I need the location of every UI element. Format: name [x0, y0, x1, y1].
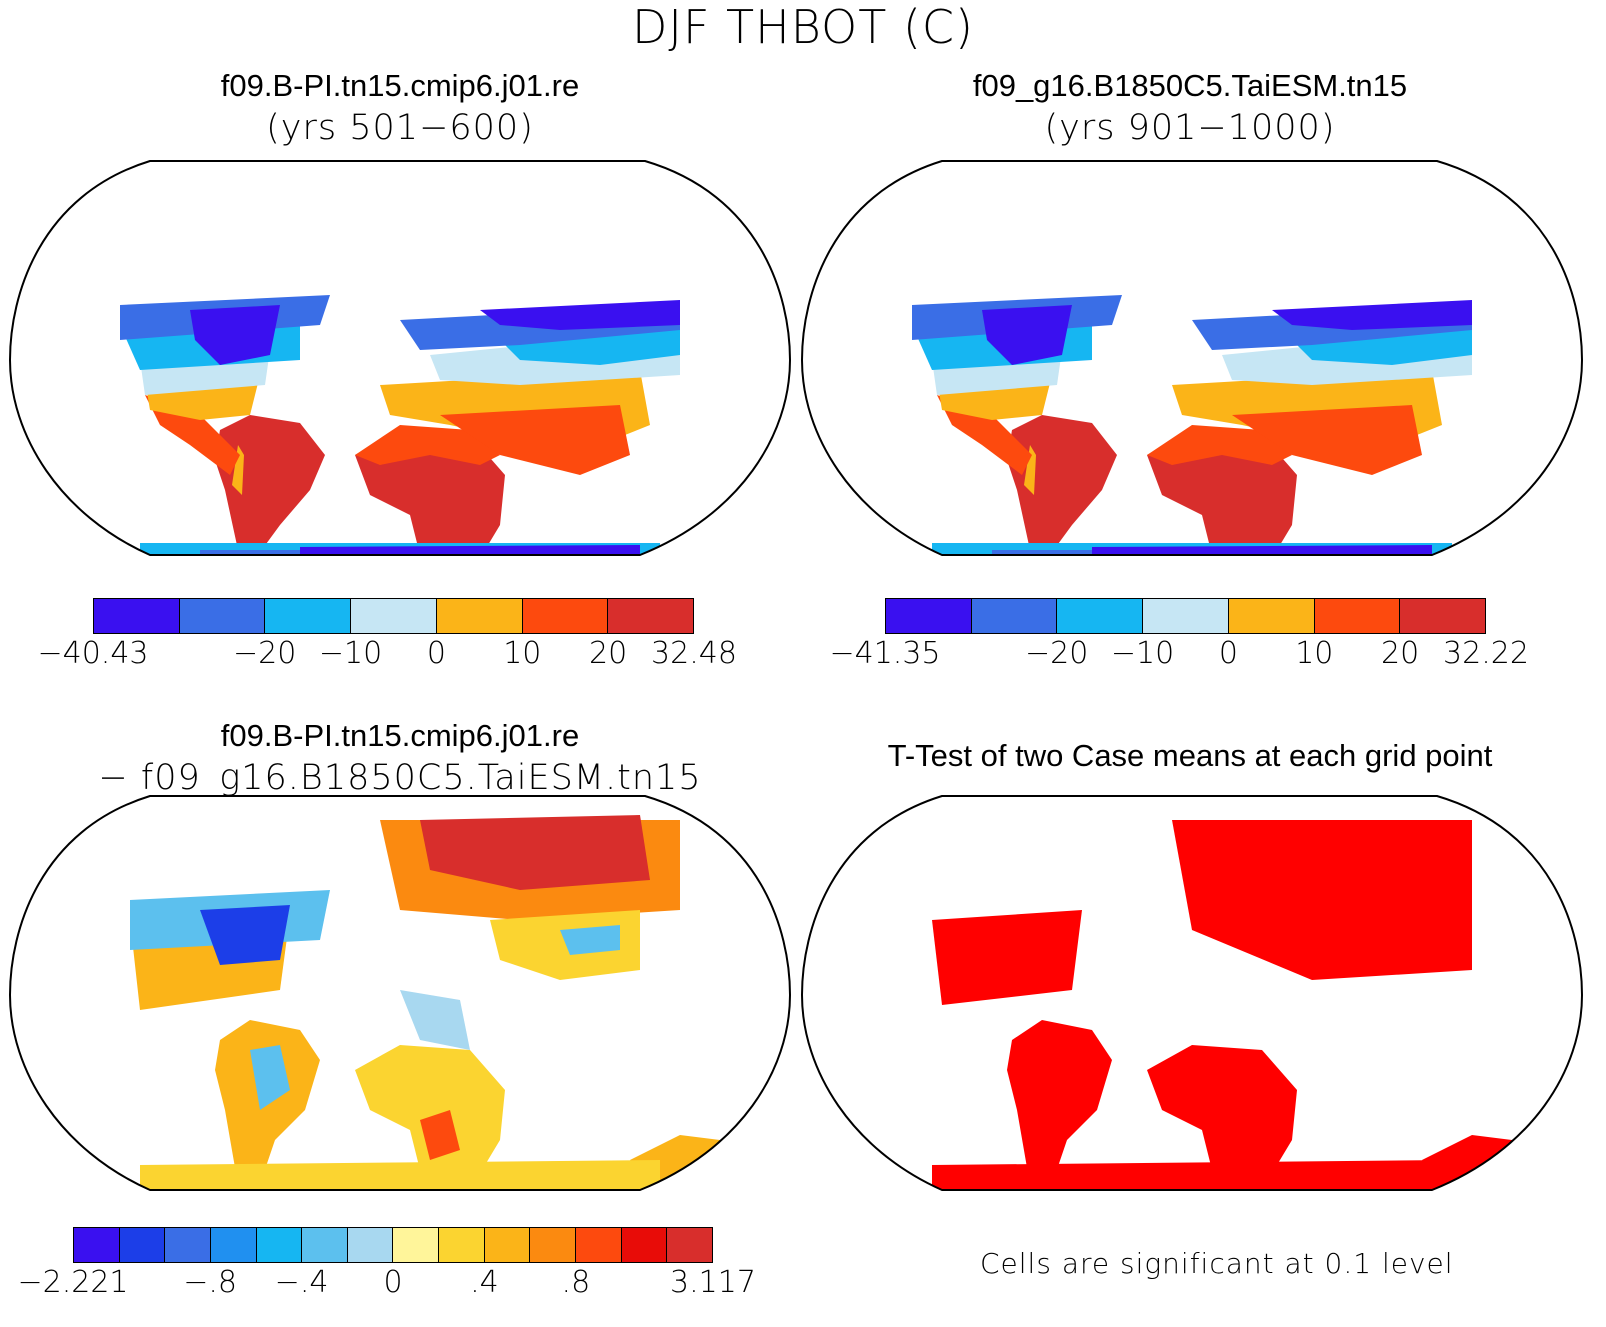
colorbar-tick-label: 0: [383, 1265, 403, 1300]
colorbar-tick-label: .4: [470, 1265, 499, 1300]
panel-3-colorbar: [73, 1227, 713, 1263]
colorbar-tick-label: −41.35: [829, 636, 941, 671]
map-1-svg: [8, 160, 792, 556]
colorbar-tick-label: 0: [426, 636, 446, 671]
panel-1-colorbar: [93, 598, 694, 634]
colorbar-swatch: [1057, 599, 1144, 633]
colorbar-swatch: [179, 599, 266, 633]
colorbar-swatch: [522, 599, 609, 633]
colorbar-swatch: [484, 1228, 531, 1262]
panel-2-title: f09_g16.B1850C5.TaiESM.tn15: [972, 68, 1408, 103]
map-4-frame: [800, 795, 1584, 1191]
map-2-frame: [800, 160, 1584, 556]
map-3-svg: [8, 795, 792, 1191]
map-3-frame: [8, 795, 792, 1191]
colorbar-tick-label: −10: [1110, 636, 1175, 671]
colorbar-tick-label: −10: [318, 636, 383, 671]
colorbar-swatch: [74, 1228, 120, 1262]
colorbar-swatch: [94, 599, 180, 633]
map-4-field: [932, 820, 1522, 1190]
colorbar-tick-label: .8: [561, 1265, 591, 1300]
map-1-field: [120, 295, 730, 555]
colorbar-swatch: [1228, 599, 1315, 633]
panel-4-title: T-Test of two Case means at each grid po…: [887, 738, 1493, 773]
colorbar-tick-label: −.8: [183, 1265, 238, 1300]
colorbar-swatch: [347, 1228, 394, 1262]
colorbar-swatch: [1143, 599, 1229, 633]
panel-4-map: [792, 790, 1592, 1205]
colorbar-swatch: [119, 1228, 166, 1262]
colorbar-tick-label: −20: [233, 636, 297, 671]
colorbar-swatch: [439, 1228, 485, 1262]
panel-3-subtitle: − f09_g16.B1850C5.TaiESM.tn15: [98, 758, 702, 798]
map-3-field: [130, 815, 730, 1190]
map-4-svg: [800, 795, 1584, 1191]
colorbar-tick-label: 10: [1295, 636, 1334, 671]
colorbar-swatch: [886, 599, 972, 633]
colorbar-tick-label: −20: [1025, 636, 1089, 671]
colorbar-swatch: [265, 599, 352, 633]
panel-2-map: [792, 155, 1592, 570]
figure-title: DJF THBOT (C): [631, 0, 974, 54]
colorbar-swatch: [576, 1228, 622, 1262]
colorbar-swatch: [302, 1228, 348, 1262]
colorbar-tick-label: 3.117: [670, 1265, 756, 1300]
colorbar-swatch: [210, 1228, 257, 1262]
colorbar-swatch: [165, 1228, 211, 1262]
colorbar-tick-label: 20: [1381, 636, 1420, 671]
map-1-frame: [8, 160, 792, 556]
colorbar-tick-label: 32.48: [651, 636, 737, 671]
panel-1-title: f09.B-PI.tn15.cmip6.j01.re: [220, 68, 580, 103]
colorbar-swatch: [393, 1228, 440, 1262]
panel-3-map: [0, 790, 800, 1205]
panel-1-map: [0, 155, 800, 570]
colorbar-swatch: [608, 599, 694, 633]
colorbar-swatch: [621, 1228, 668, 1262]
map-2-field: [912, 295, 1522, 555]
colorbar-swatch: [256, 1228, 303, 1262]
panel-3-title: f09.B-PI.tn15.cmip6.j01.re: [220, 718, 580, 753]
colorbar-tick-label: −.4: [274, 1265, 329, 1300]
panel-2-subtitle: (yrs 901−1000): [1044, 108, 1336, 148]
colorbar-swatch: [667, 1228, 712, 1262]
colorbar-tick-label: −40.43: [37, 636, 149, 671]
map-2-svg: [800, 160, 1584, 556]
colorbar-swatch: [436, 599, 523, 633]
significance-note: Cells are significant at 0.1 level: [980, 1247, 1454, 1280]
colorbar-tick-label: 20: [589, 636, 628, 671]
colorbar-swatch: [530, 1228, 577, 1262]
colorbar-swatch: [1314, 599, 1401, 633]
colorbar-tick-label: −2.221: [17, 1265, 129, 1300]
colorbar-swatch: [1400, 599, 1486, 633]
panel-1-subtitle: (yrs 501−600): [266, 108, 534, 148]
colorbar-tick-label: 0: [1218, 636, 1238, 671]
colorbar-tick-label: 10: [503, 636, 542, 671]
colorbar-swatch: [971, 599, 1058, 633]
colorbar-tick-label: 32.22: [1443, 636, 1529, 671]
panel-2-colorbar: [885, 598, 1486, 634]
colorbar-swatch: [351, 599, 437, 633]
